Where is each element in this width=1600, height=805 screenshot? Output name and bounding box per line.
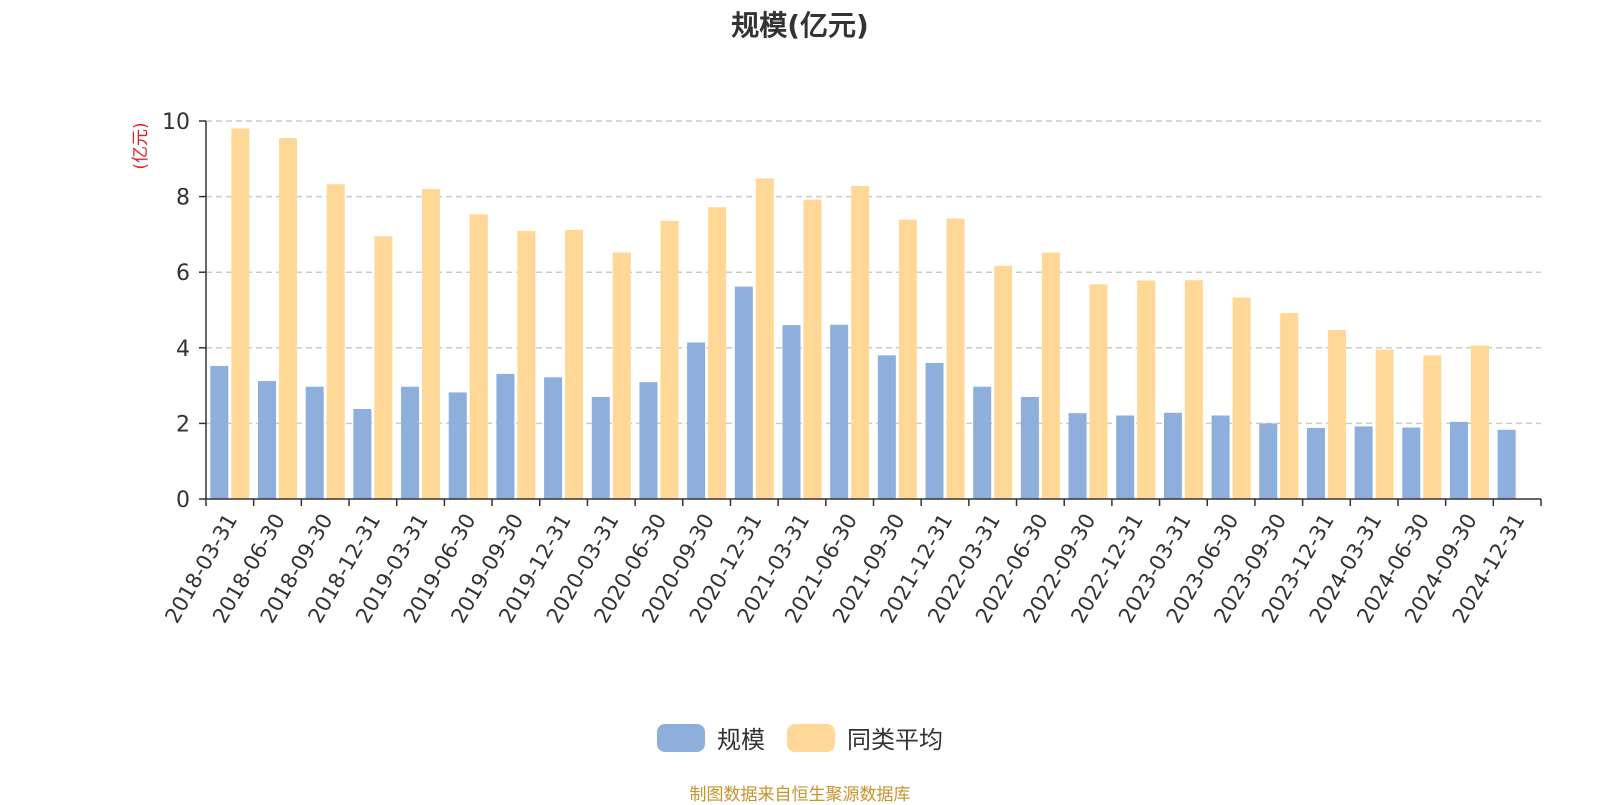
bar-peer-average[interactable] xyxy=(660,220,679,500)
bar-scale[interactable] xyxy=(1163,412,1182,499)
bar-peer-average[interactable] xyxy=(1280,313,1299,499)
bar-scale[interactable] xyxy=(1354,426,1373,499)
bar-peer-average[interactable] xyxy=(898,219,917,499)
chart-title: 规模(亿元) xyxy=(731,9,869,42)
legend-swatch-scale xyxy=(657,723,705,752)
bar-scale[interactable] xyxy=(496,373,515,499)
bar-peer-average[interactable] xyxy=(1041,252,1060,499)
legend-item-peer-average[interactable]: 同类平均 xyxy=(787,720,943,755)
bar-scale[interactable] xyxy=(210,365,229,499)
bar-scale[interactable] xyxy=(639,382,658,499)
y-tick-label: 8 xyxy=(176,186,190,211)
bar-peer-average[interactable] xyxy=(755,178,774,499)
y-tick-label: 6 xyxy=(176,261,190,286)
bar-scale[interactable] xyxy=(591,396,610,499)
bar-scale[interactable] xyxy=(973,386,992,499)
bar-peer-average[interactable] xyxy=(946,218,965,500)
y-tick-label: 10 xyxy=(162,110,190,135)
data-source-note: 制图数据来自恒生聚源数据库 xyxy=(689,785,911,805)
legend-label-peer-average: 同类平均 xyxy=(847,726,943,754)
bar-scale[interactable] xyxy=(687,342,706,499)
bar-scale[interactable] xyxy=(1020,396,1039,499)
bar-peer-average[interactable] xyxy=(1232,297,1251,499)
bar-peer-average[interactable] xyxy=(279,138,298,499)
bar-scale[interactable] xyxy=(734,286,753,499)
bar-scale[interactable] xyxy=(877,355,896,499)
bar-peer-average[interactable] xyxy=(1423,355,1442,499)
bar-peer-average[interactable] xyxy=(851,186,870,500)
bar-chart: 02468102018-03-312018-06-302018-09-30201… xyxy=(131,110,1542,627)
bar-scale[interactable] xyxy=(925,362,944,499)
bar-scale[interactable] xyxy=(448,392,467,499)
bar-peer-average[interactable] xyxy=(1089,284,1108,499)
bar-scale[interactable] xyxy=(1449,421,1468,499)
legend-item-scale[interactable]: 规模 xyxy=(657,720,765,755)
bar-scale[interactable] xyxy=(1306,427,1325,499)
bar-scale[interactable] xyxy=(1068,413,1087,499)
y-tick-label: 4 xyxy=(176,337,190,362)
bar-scale[interactable] xyxy=(782,325,801,499)
bar-peer-average[interactable] xyxy=(1470,345,1489,499)
bar-peer-average[interactable] xyxy=(803,199,822,499)
bar-peer-average[interactable] xyxy=(1184,280,1203,499)
bar-peer-average[interactable] xyxy=(517,230,536,500)
bars xyxy=(210,128,1516,500)
bar-peer-average[interactable] xyxy=(326,184,345,499)
bar-scale[interactable] xyxy=(544,377,563,499)
bar-peer-average[interactable] xyxy=(469,214,488,499)
bar-scale[interactable] xyxy=(1497,429,1516,499)
y-tick-label: 0 xyxy=(176,488,190,513)
bar-peer-average[interactable] xyxy=(374,236,393,500)
y-axis-unit-label: (亿元) xyxy=(131,122,151,169)
bar-scale[interactable] xyxy=(401,386,420,499)
legend-label-scale: 规模 xyxy=(717,726,765,754)
bar-peer-average[interactable] xyxy=(994,265,1013,499)
y-tick-label: 2 xyxy=(176,412,190,437)
bar-scale[interactable] xyxy=(353,409,372,499)
bar-scale[interactable] xyxy=(1402,427,1421,499)
legend-swatch-peer-average xyxy=(787,723,835,752)
bar-peer-average[interactable] xyxy=(422,189,441,500)
bar-scale[interactable] xyxy=(830,324,849,499)
bar-peer-average[interactable] xyxy=(565,229,584,499)
legend: 规模 同类平均 xyxy=(0,720,1600,755)
bar-peer-average[interactable] xyxy=(1137,280,1156,499)
bar-peer-average[interactable] xyxy=(1375,349,1394,499)
bar-peer-average[interactable] xyxy=(612,252,631,499)
bar-scale[interactable] xyxy=(1211,415,1230,499)
bar-scale[interactable] xyxy=(1116,415,1135,499)
bar-scale[interactable] xyxy=(258,381,277,499)
bar-peer-average[interactable] xyxy=(231,128,250,499)
bar-peer-average[interactable] xyxy=(1327,330,1346,499)
bar-scale[interactable] xyxy=(305,386,324,499)
bar-scale[interactable] xyxy=(1259,423,1278,499)
bar-peer-average[interactable] xyxy=(708,207,727,499)
